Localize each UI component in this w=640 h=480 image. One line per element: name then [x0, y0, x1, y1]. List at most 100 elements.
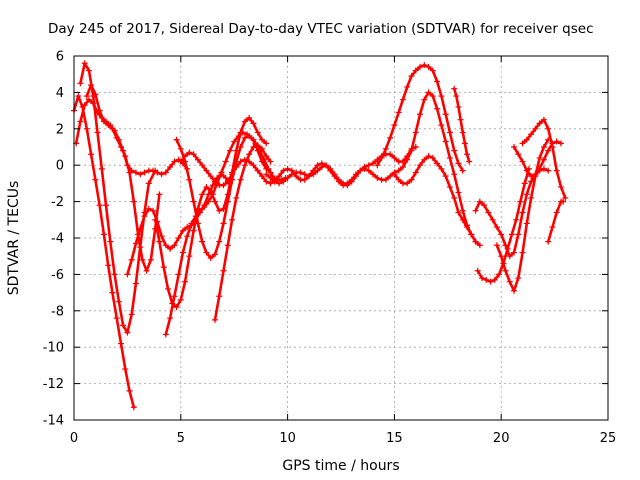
data-point [558, 184, 565, 191]
data-point [173, 304, 180, 311]
data-point [224, 178, 231, 185]
data-point [145, 180, 152, 187]
data-point [314, 167, 321, 174]
y-tick-label: -8 [51, 304, 64, 319]
data-point [211, 178, 218, 185]
data-point [425, 89, 432, 96]
data-point [455, 160, 462, 167]
data-point [408, 73, 415, 80]
data-point [421, 96, 428, 103]
data-point [429, 67, 436, 74]
data-point [220, 182, 227, 189]
data-point [455, 103, 462, 110]
data-point [280, 167, 287, 174]
data-point [464, 151, 471, 158]
data-point [94, 109, 101, 116]
data-point [318, 164, 325, 171]
y-tick-label: -10 [43, 341, 64, 356]
data-point [109, 289, 116, 296]
data-point [211, 198, 218, 205]
data-point [156, 238, 163, 245]
data-point [100, 231, 107, 238]
data-point [288, 171, 295, 178]
data-point [429, 93, 436, 100]
data-point [459, 216, 466, 223]
data-point [83, 125, 90, 132]
data-point [103, 118, 110, 125]
y-axis-label: SDTVAR / TECUs [6, 181, 22, 296]
data-point [124, 162, 131, 169]
data-point [184, 165, 191, 172]
data-point [459, 129, 466, 136]
data-point [553, 138, 560, 145]
data-point [184, 224, 191, 231]
y-tick-label: -4 [51, 232, 64, 247]
data-point [387, 173, 394, 180]
data-point [107, 122, 114, 129]
data-point [267, 169, 274, 176]
series-arc-1 [72, 94, 136, 409]
data-point [305, 173, 312, 180]
data-point [120, 147, 127, 154]
data-point [124, 329, 131, 336]
data-point [560, 198, 567, 205]
data-point [553, 209, 560, 216]
data-point [85, 67, 92, 74]
data-point [404, 180, 411, 187]
data-point [370, 171, 377, 178]
data-point [536, 154, 543, 161]
data-point [197, 207, 204, 214]
data-point [137, 225, 144, 232]
data-point [284, 174, 291, 181]
data-point [98, 165, 105, 172]
data-point [434, 160, 441, 167]
data-point [421, 156, 428, 163]
data-point [502, 242, 509, 249]
data-point [258, 173, 265, 180]
data-point [434, 105, 441, 112]
data-point [162, 169, 169, 176]
data-point [132, 240, 139, 247]
data-point [205, 198, 212, 205]
data-point [122, 366, 129, 373]
series-arc-9 [213, 143, 272, 322]
data-point [201, 204, 208, 211]
data-point [271, 178, 278, 185]
data-point [263, 171, 270, 178]
data-point [276, 180, 283, 187]
data-point [417, 63, 424, 70]
data-point [412, 67, 419, 74]
data-point [177, 158, 184, 165]
data-point [382, 176, 389, 183]
data-point [122, 153, 129, 160]
data-point [404, 156, 411, 163]
data-point [190, 227, 197, 234]
data-point [453, 93, 460, 100]
data-point [254, 129, 261, 136]
data-point [517, 198, 524, 205]
data-point [128, 311, 135, 318]
data-point [250, 136, 257, 143]
data-point [446, 129, 453, 136]
data-point [519, 209, 526, 216]
axis-ticks: 0 5 10 15 20 25 -14 -12 -10 -8 -6 -4 -2 0 2 4 6 [43, 50, 617, 447]
data-point [466, 158, 473, 165]
data-point [137, 171, 144, 178]
data-point [498, 231, 505, 238]
data-point [75, 93, 82, 100]
data-point [399, 164, 406, 171]
data-point [241, 118, 248, 125]
data-point [408, 147, 415, 154]
data-point [209, 182, 216, 189]
data-point [344, 180, 351, 187]
data-point [523, 167, 530, 174]
data-point [179, 227, 186, 234]
chart-title: Day 245 of 2017, Sidereal Day-to-day VTE… [48, 21, 594, 37]
data-point [132, 169, 139, 176]
data-point [391, 171, 398, 178]
data-point [186, 253, 193, 260]
data-point [175, 271, 182, 278]
data-point [378, 154, 385, 161]
data-point [132, 280, 139, 287]
data-point [83, 93, 90, 100]
